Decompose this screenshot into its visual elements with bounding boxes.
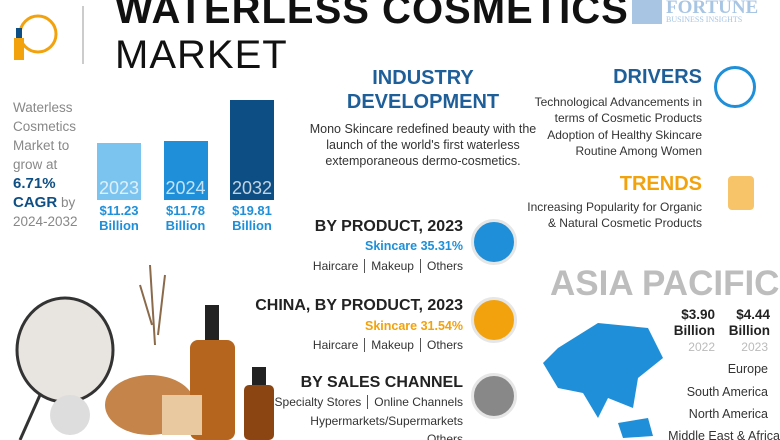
china-icon — [471, 297, 517, 343]
driver-item: Adoption of Healthy Skincare Routine Amo… — [547, 128, 702, 158]
growth-text: Waterless Cosmetics Market to grow at 6.… — [13, 98, 83, 231]
bar — [163, 140, 208, 200]
segment-item: Makeup — [364, 259, 414, 273]
segment-title: CHINA, BY PRODUCT, 2023 — [255, 297, 463, 314]
channel-item: Online Channels — [367, 395, 463, 409]
bar-value-label: $11.78 Billion — [165, 203, 206, 233]
segment-others: Haircare Makeup Others — [240, 259, 463, 273]
region-year: 2022 — [688, 340, 715, 354]
drivers-icon — [714, 66, 756, 108]
divider — [82, 6, 84, 64]
industry-title: INDUSTRY DEVELOPMENT — [346, 67, 500, 113]
growth-lead: Waterless Cosmetics Market to grow at — [13, 100, 77, 172]
brand-sub: BUSINESS INSIGHTS — [666, 15, 743, 24]
channel-item: Others — [426, 432, 463, 440]
segment-item: Haircare — [312, 338, 359, 352]
bar-category: 2023 — [98, 178, 140, 198]
trends-title: TRENDS — [619, 173, 702, 195]
region-year: 2023 — [741, 340, 768, 354]
product-icon — [471, 219, 517, 265]
brand-mark — [632, 0, 662, 24]
channel-row: Specialty Stores Online Channels — [240, 395, 463, 409]
segment-item: Others — [419, 259, 463, 273]
title: WATERLESS COSMETICS — [115, 0, 629, 32]
segment-highlight: Skincare 35.31% — [365, 239, 463, 253]
region-value: $4.44 Billion — [728, 307, 770, 338]
bar-category: 2024 — [165, 178, 206, 198]
channel-icon — [471, 373, 517, 419]
region-map — [543, 323, 663, 438]
bar — [230, 100, 274, 200]
segment-item: Others — [419, 338, 463, 352]
region-other: Middle East & Africa — [668, 429, 780, 440]
region-title: ASIA PACIFIC — [550, 264, 780, 303]
segment-title: BY SALES CHANNEL — [300, 374, 463, 391]
trends-text: Increasing Popularity for Organic & Natu… — [527, 200, 702, 230]
segment-item: Haircare — [312, 259, 359, 273]
industry-text: Mono Skincare redefined beauty with the … — [309, 122, 537, 168]
segment-others: Haircare Makeup Others — [240, 338, 463, 352]
region-other: South America — [686, 385, 768, 399]
subtitle: MARKET — [115, 33, 288, 77]
product-illustration — [15, 264, 274, 440]
growth-period: 2024-2032 — [13, 214, 78, 229]
brand-name: FORTUNE — [666, 0, 759, 18]
region-value: $3.90 Billion — [673, 307, 715, 338]
bar-value-label: $19.81 Billion — [232, 203, 272, 233]
bar-category: 2032 — [231, 178, 273, 198]
trends-icon — [728, 176, 754, 210]
segment-highlight: Skincare 31.54% — [365, 319, 463, 333]
channel-item: Hypermarkets/Supermarkets — [310, 414, 463, 428]
region-other: Europe — [727, 362, 768, 376]
channel-item: Specialty Stores — [274, 395, 362, 409]
driver-item: Technological Advancements in terms of C… — [534, 95, 702, 125]
cagr-value: 6.71% — [13, 175, 56, 192]
segment-item: Makeup — [364, 338, 414, 352]
segment-title: BY PRODUCT, 2023 — [314, 218, 463, 235]
growth-by: by — [60, 195, 76, 210]
region-other: North America — [688, 407, 768, 421]
drivers-title: DRIVERS — [613, 66, 702, 88]
logo-icon — [14, 14, 58, 60]
bar — [97, 143, 141, 200]
bar-value-label: $11.23 Billion — [99, 203, 139, 233]
cagr-label: CAGR — [13, 194, 58, 211]
